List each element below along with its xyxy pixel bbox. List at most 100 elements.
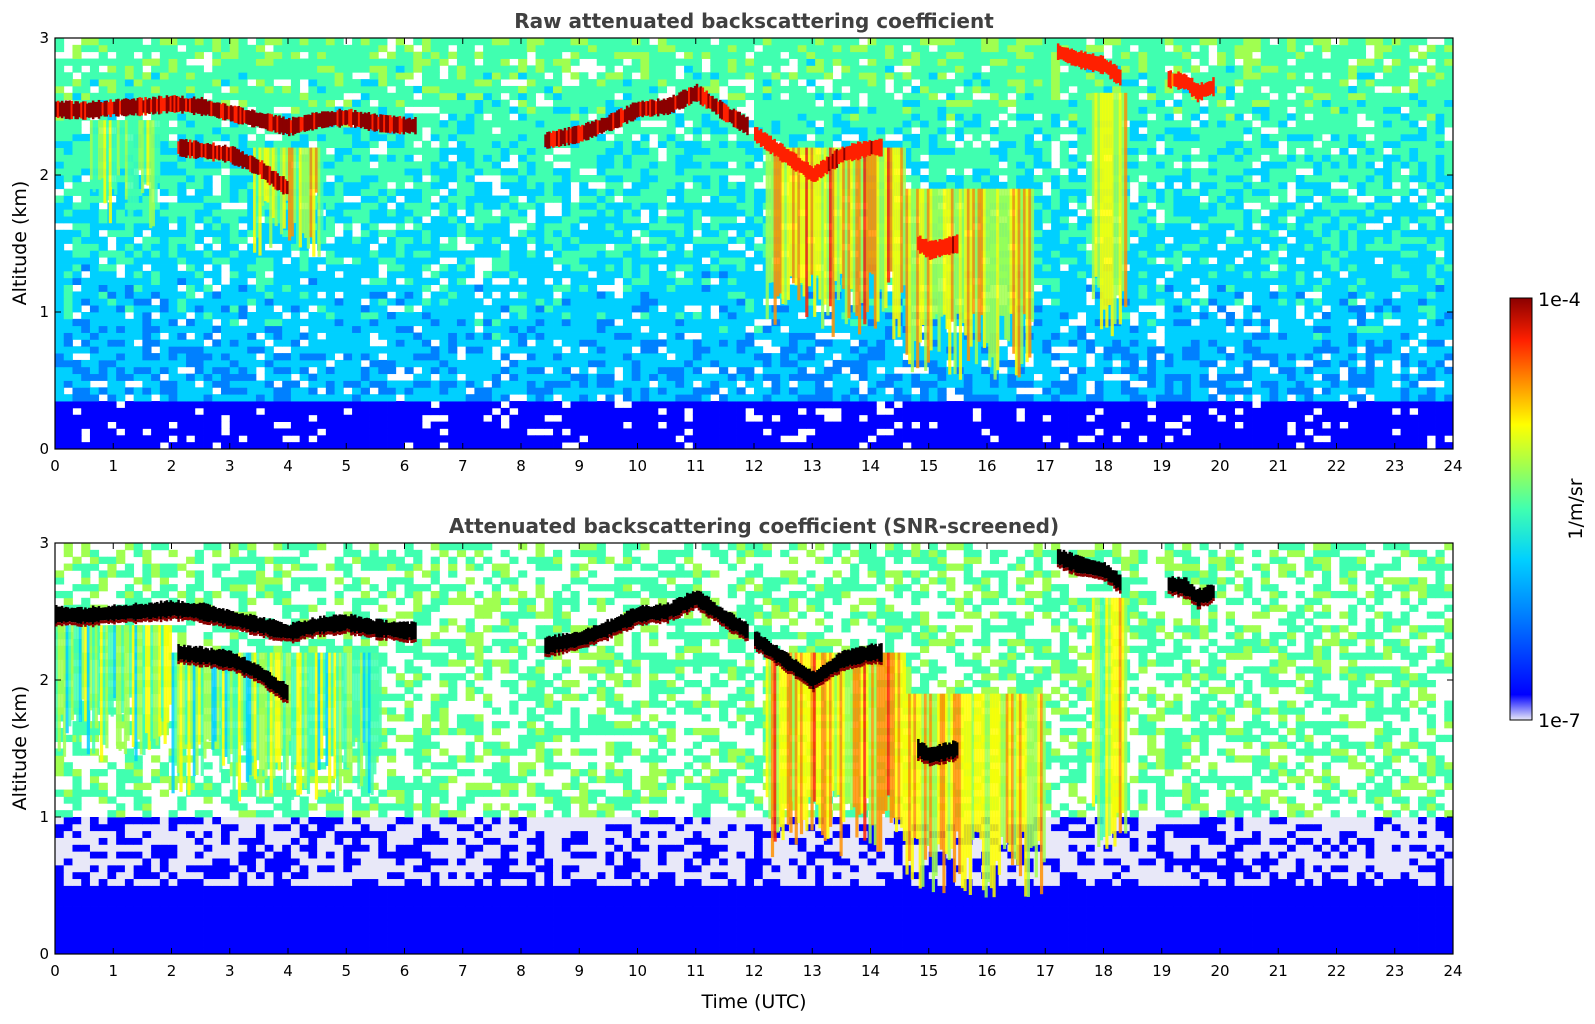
noise-cell (116, 346, 126, 354)
noise-cell (247, 380, 257, 388)
noise-cell (430, 236, 440, 244)
noise-cell (273, 442, 283, 449)
noise-cell (395, 264, 405, 272)
noise-cell (1278, 243, 1288, 251)
noise-cell (1051, 325, 1061, 333)
noise-cell (1225, 435, 1235, 443)
noise-cell (1304, 243, 1314, 251)
noise-cell (649, 209, 659, 217)
noise-cell (387, 250, 397, 258)
noise-cell (1444, 332, 1453, 340)
noise-cell (1051, 380, 1061, 388)
noise-cell (500, 366, 510, 375)
noise-cell (352, 421, 362, 429)
noise-cell (1321, 346, 1332, 354)
noise-cell (212, 353, 222, 361)
noise-cell (465, 435, 475, 443)
noise-cell (771, 407, 781, 416)
noise-cell (1234, 428, 1244, 436)
noise-cell (1321, 250, 1332, 258)
noise-cell (1304, 257, 1314, 265)
noise-cell (1086, 222, 1096, 231)
noise-cell (116, 339, 126, 347)
noise-cell (1304, 270, 1314, 279)
noise-cell (334, 394, 344, 402)
noise-cell (1278, 394, 1288, 402)
noise-cell (491, 442, 502, 449)
noise-cell (343, 380, 353, 388)
noise-cell (754, 332, 764, 340)
noise-cell (142, 257, 152, 265)
noise-cell (622, 359, 633, 368)
noise-cell (1182, 394, 1192, 402)
noise-cell (1321, 277, 1332, 285)
noise-cell (1243, 277, 1253, 285)
noise-cell (614, 222, 624, 231)
noise-cell (719, 264, 729, 272)
noise-cell (255, 380, 266, 388)
noise-cell (1094, 380, 1104, 388)
noise-cell (605, 222, 615, 231)
noise-cell (815, 442, 825, 449)
noise-cell (55, 298, 65, 306)
noise-cell (1339, 250, 1349, 258)
noise-cell (1051, 305, 1061, 313)
noise-cell (1374, 380, 1384, 388)
noise-cell (657, 325, 668, 333)
noise-cell (1391, 401, 1401, 409)
noise-cell (1365, 353, 1375, 361)
noise-cell (55, 339, 65, 347)
noise-cell (841, 359, 851, 368)
noise-cell (273, 435, 283, 443)
noise-cell (238, 442, 248, 449)
noise-cell (1217, 277, 1227, 285)
noise-cell (614, 305, 624, 313)
noise-cell (124, 270, 135, 279)
noise-cell (1129, 387, 1139, 395)
noise-cell (727, 277, 737, 285)
noise-cell (701, 353, 711, 361)
noise-cell (1435, 373, 1445, 381)
noise-cell (491, 312, 502, 320)
noise-cell (421, 394, 432, 402)
noise-cell (448, 305, 458, 313)
noise-cell (1042, 380, 1052, 388)
noise-cell (518, 305, 528, 313)
noise-cell (1330, 373, 1340, 381)
noise-cell (1418, 291, 1428, 299)
noise-cell (649, 222, 659, 231)
noise-cell (1094, 414, 1104, 422)
noise-cell (622, 291, 633, 299)
noise-cell (124, 421, 135, 429)
noise-cell (430, 421, 440, 429)
noise-cell (1295, 387, 1305, 395)
noise-cell (247, 346, 257, 354)
noise-cell (238, 236, 248, 244)
noise-cell (579, 216, 589, 224)
noise-cell (124, 284, 135, 292)
noise-cell (1094, 284, 1104, 292)
noise-cell (1383, 257, 1393, 265)
noise-cell (308, 257, 318, 265)
noise-cell (1409, 243, 1419, 251)
noise-cell (360, 442, 370, 449)
noise-cell (474, 435, 484, 443)
noise-cell (456, 264, 467, 272)
noise-cell (771, 421, 781, 429)
noise-cell (614, 250, 624, 258)
noise-cell (684, 229, 694, 238)
noise-cell (439, 332, 449, 340)
noise-cell (1418, 359, 1428, 368)
noise-cell (1068, 435, 1078, 443)
noise-cell (1059, 284, 1069, 292)
noise-cell (526, 346, 536, 354)
noise-cell (1112, 332, 1122, 340)
noise-cell (360, 209, 370, 217)
noise-cell (491, 401, 502, 409)
noise-cell (1173, 359, 1183, 368)
noise-cell (1400, 243, 1410, 251)
noise-cell (1208, 428, 1218, 436)
noise-cell (186, 298, 196, 306)
noise-cell (369, 270, 379, 279)
noise-cell (334, 401, 344, 409)
